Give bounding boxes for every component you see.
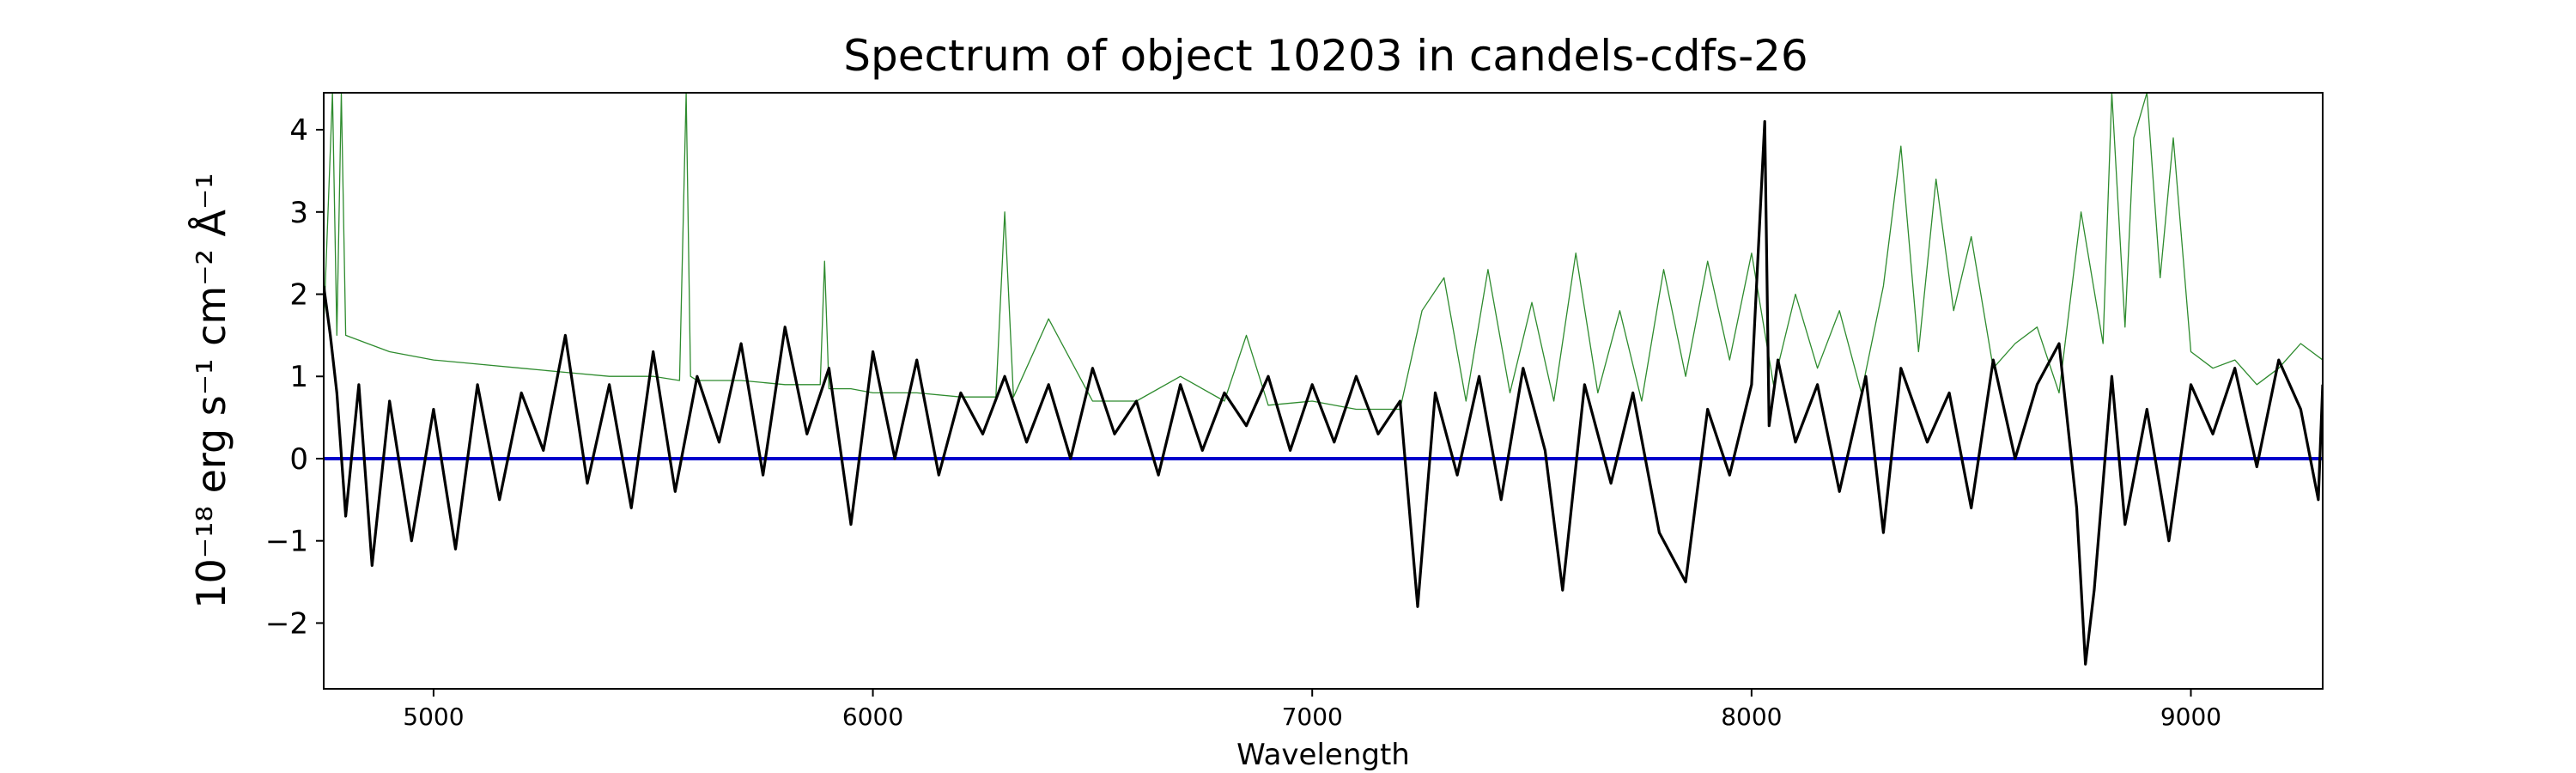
chart-title: Spectrum of object 10203 in candels-cdfs…	[843, 31, 1808, 81]
x-axis: 5000 6000 7000 8000 9000	[403, 689, 2221, 731]
x-tick-label: 8000	[1721, 703, 1782, 731]
y-tick-label: 0	[289, 442, 308, 477]
plot-area	[324, 93, 2323, 666]
noise-series-line	[324, 93, 2323, 411]
flux-series-line	[324, 119, 2323, 666]
x-tick-label: 7000	[1282, 703, 1343, 731]
y-tick-label: 4	[289, 113, 308, 148]
y-tick-label: −2	[265, 606, 308, 641]
y-tick-label: −1	[265, 525, 308, 559]
y-tick-label: 3	[289, 196, 308, 230]
x-tick-label: 5000	[403, 703, 464, 731]
y-axis-label: 10⁻¹⁸ erg s⁻¹ cm⁻² Å⁻¹	[188, 173, 234, 608]
y-axis: −2 −1 0 1 2 3 4	[265, 113, 324, 641]
plot-frame	[323, 92, 2324, 690]
x-tick-label: 6000	[842, 703, 903, 731]
x-tick-label: 9000	[2160, 703, 2221, 731]
y-tick-label: 1	[289, 360, 308, 394]
y-tick-label: 2	[289, 278, 308, 313]
x-axis-label: Wavelength	[1236, 738, 1410, 772]
